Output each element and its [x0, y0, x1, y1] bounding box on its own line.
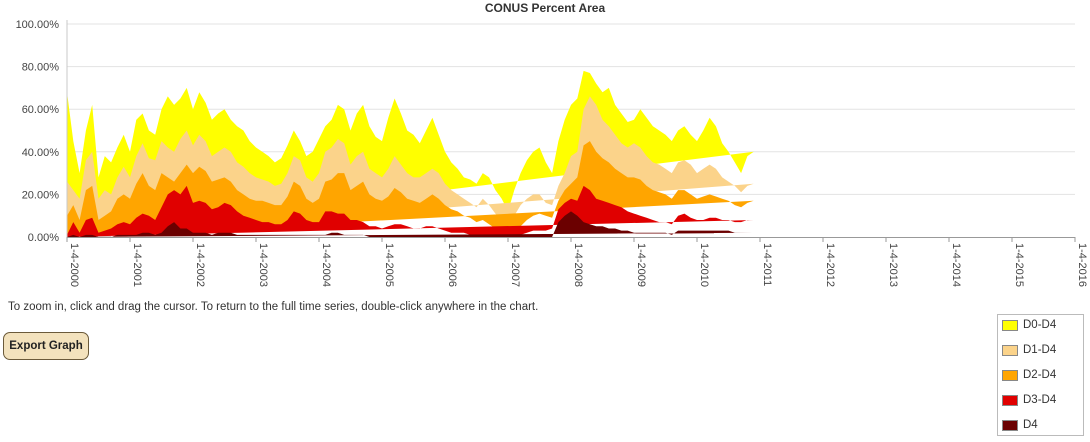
legend-item-d4[interactable]: D4: [1002, 418, 1038, 432]
area-d4: [67, 211, 754, 237]
legend-item-d1-d4[interactable]: D1-D4: [1002, 343, 1056, 357]
legend-swatch: [1002, 319, 1018, 331]
legend-swatch: [1002, 344, 1018, 356]
legend-label: D2-D4: [1023, 369, 1057, 381]
legend-label: D0-D4: [1023, 319, 1057, 331]
x-tick-label: 1-4-2012: [824, 243, 836, 287]
y-tick-label: 20.00%: [22, 189, 60, 201]
x-tick-label: 1-4-2004: [320, 243, 332, 287]
zoom-instructions: To zoom in, click and drag the cursor. T…: [8, 301, 539, 313]
legend-label: D1-D4: [1023, 344, 1057, 356]
x-tick-label: 1-4-2003: [257, 243, 269, 287]
x-tick-label: 1-4-2002: [194, 243, 206, 287]
x-tick-label: 1-4-2014: [950, 243, 962, 287]
legend-swatch: [1002, 419, 1018, 431]
axes: [66, 20, 1076, 242]
y-tick-label: 40.00%: [22, 147, 60, 159]
x-tick-label: 1-4-2016: [1076, 243, 1088, 287]
y-tick-labels: 0.00% 20.00% 40.00% 60.00% 80.00% 100.00%: [16, 19, 60, 244]
y-tick-label: 60.00%: [22, 104, 60, 116]
x-tick-label: 1-4-2006: [446, 243, 458, 287]
chart-title: CONUS Percent Area: [484, 1, 606, 15]
x-tick-label: 1-4-2005: [383, 243, 395, 287]
legend-swatch: [1002, 369, 1018, 381]
y-tick-label: 0.00%: [28, 232, 59, 244]
legend-label: D4: [1023, 419, 1038, 431]
export-graph-button[interactable]: Export Graph: [3, 332, 89, 360]
legend-item-d0-d4[interactable]: D0-D4: [1002, 318, 1056, 332]
legend-label: D3-D4: [1023, 394, 1057, 406]
x-tick-label: 1-4-2000: [68, 243, 80, 287]
area-series: [67, 70, 754, 238]
x-tick-label: 1-4-2007: [509, 243, 521, 287]
legend: D0-D4 D1-D4 D2-D4 D3-D4 D4: [997, 314, 1084, 436]
x-tick-label: 1-4-2015: [1013, 243, 1025, 287]
legend-item-d3-d4[interactable]: D3-D4: [1002, 393, 1056, 407]
x-tick-labels: 1-4-2000 1-4-2001 1-4-2002 1-4-2003 1-4-2004…: [68, 243, 1088, 287]
x-tick-label: 1-4-2011: [761, 243, 773, 286]
x-tick-label: 1-4-2008: [572, 243, 584, 287]
legend-item-d2-d4[interactable]: D2-D4: [1002, 368, 1056, 382]
x-tick-label: 1-4-2001: [131, 243, 143, 287]
legend-swatch: [1002, 394, 1018, 406]
chart-plot[interactable]: 0.00% 20.00% 40.00% 60.00% 80.00% 100.00% 1-4…: [0, 0, 1090, 300]
y-tick-label: 100.00%: [16, 19, 60, 31]
x-tick-label: 1-4-2009: [635, 243, 647, 287]
x-tick-label: 1-4-2010: [698, 243, 710, 287]
y-tick-label: 80.00%: [22, 62, 60, 74]
x-tick-label: 1-4-2013: [887, 243, 899, 287]
